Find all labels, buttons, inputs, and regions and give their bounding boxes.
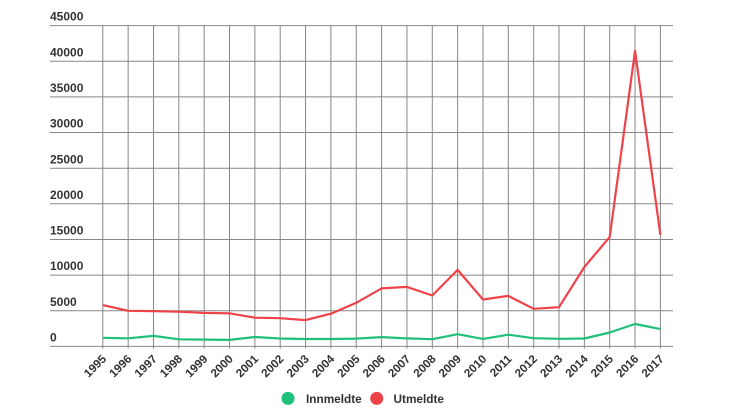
svg-text:2010: 2010 [462, 352, 490, 380]
svg-text:25000: 25000 [50, 152, 84, 166]
svg-text:Utmeldte: Utmeldte [394, 392, 445, 406]
svg-text:2017: 2017 [639, 353, 667, 381]
svg-text:2006: 2006 [360, 352, 388, 380]
svg-text:0: 0 [50, 331, 57, 345]
svg-text:2002: 2002 [259, 352, 287, 380]
svg-text:1999: 1999 [183, 352, 211, 380]
svg-text:35000: 35000 [50, 81, 84, 95]
svg-text:2016: 2016 [614, 352, 642, 380]
svg-text:2014: 2014 [563, 352, 591, 380]
svg-text:2008: 2008 [411, 352, 439, 380]
svg-text:2009: 2009 [436, 352, 464, 380]
svg-text:10000: 10000 [50, 259, 84, 273]
svg-text:2000: 2000 [208, 352, 236, 380]
svg-text:1995: 1995 [82, 352, 110, 380]
svg-text:30000: 30000 [50, 117, 84, 131]
svg-text:2005: 2005 [335, 352, 363, 380]
svg-text:Innmeldte: Innmeldte [306, 392, 362, 406]
svg-text:2007: 2007 [386, 353, 414, 381]
svg-text:2004: 2004 [310, 352, 338, 380]
svg-text:2013: 2013 [538, 352, 566, 380]
svg-text:2003: 2003 [284, 352, 312, 380]
svg-text:2015: 2015 [588, 352, 616, 380]
svg-text:1998: 1998 [158, 352, 186, 380]
svg-text:45000: 45000 [50, 10, 84, 24]
svg-text:2011: 2011 [488, 352, 515, 379]
svg-text:1997: 1997 [132, 353, 160, 381]
svg-text:2001: 2001 [234, 352, 262, 380]
svg-text:2012: 2012 [512, 352, 540, 380]
svg-text:5000: 5000 [50, 295, 77, 309]
svg-text:1996: 1996 [107, 352, 135, 380]
svg-text:40000: 40000 [50, 45, 84, 59]
svg-text:20000: 20000 [50, 188, 84, 202]
svg-text:15000: 15000 [50, 224, 84, 238]
